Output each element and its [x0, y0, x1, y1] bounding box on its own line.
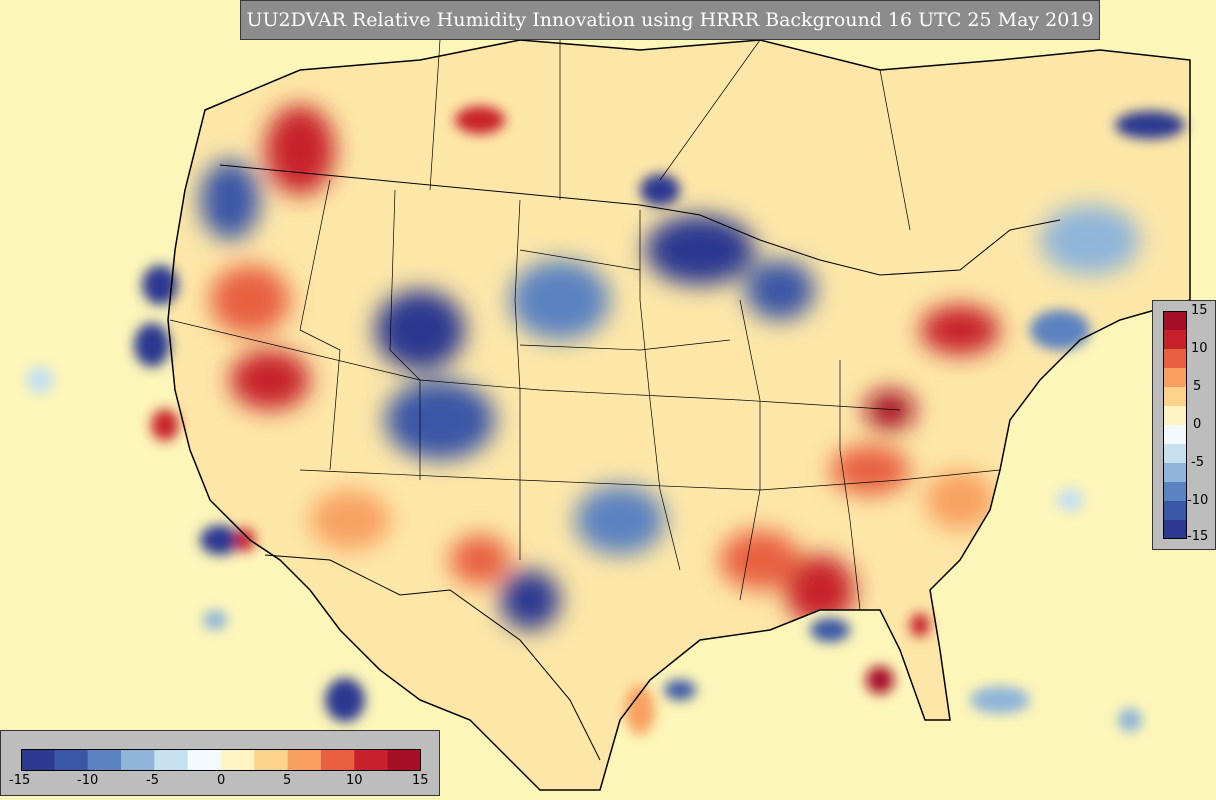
vbar-color-5: [1163, 406, 1187, 426]
boundaries: [167, 39, 1191, 791]
state-line-9: [519, 249, 731, 351]
vbar-color-10: [1163, 501, 1187, 521]
state-line-5: [169, 319, 901, 411]
hbar-color-6: [221, 749, 255, 771]
vbar-tick-7: -15: [1187, 529, 1209, 544]
state-line-1: [299, 179, 341, 471]
vbar-tick-1: 15: [1191, 303, 1208, 318]
vbar-color-0: [1163, 311, 1187, 331]
hbar-tick-2: -10: [77, 773, 99, 788]
state-line-3: [514, 199, 521, 560]
hbar-color-9: [321, 749, 355, 771]
state-line-8: [839, 360, 861, 611]
colorbar-vertical: 15 10 5 0 -5 -10 -15: [1152, 300, 1216, 550]
us-mexico-border: [264, 554, 601, 761]
vbar-color-2: [1163, 349, 1187, 369]
hbar-tick-7: 15: [412, 773, 429, 788]
vbar-color-6: [1163, 425, 1187, 445]
hbar-color-8: [287, 749, 322, 771]
vbar-tick-6: -10: [1187, 493, 1209, 508]
hbar-color-3: [121, 749, 155, 771]
vbar-color-11: [1163, 520, 1187, 539]
hbar-color-0: [21, 749, 55, 771]
state-line-2: [389, 189, 421, 480]
hbar-color-10: [354, 749, 389, 771]
ocean-anomalies: [26, 106, 1185, 735]
colorbar-vertical-ramp: [1163, 311, 1187, 539]
us-canada-border: [219, 164, 1061, 276]
hbar-tick-1: -15: [9, 773, 31, 788]
hbar-tick-6: 10: [346, 773, 363, 788]
vbar-color-4: [1163, 387, 1187, 407]
vbar-tick-2: 10: [1191, 341, 1208, 356]
state-line-7: [739, 299, 761, 601]
hbar-color-1: [54, 749, 89, 771]
colorbar-horizontal-ramp: [21, 749, 421, 771]
vbar-color-8: [1163, 463, 1187, 483]
anomaly-field: [200, 105, 1140, 630]
vbar-color-3: [1163, 368, 1187, 388]
colorbar-horizontal: -15 -10 -5 0 5 10 15: [0, 730, 440, 796]
vbar-tick-4: 0: [1193, 417, 1202, 432]
vbar-color-7: [1163, 444, 1187, 464]
hbar-tick-3: -5: [146, 773, 159, 788]
vbar-tick-5: -5: [1191, 455, 1204, 470]
vbar-outline: [1163, 311, 1187, 539]
map-title: UU2DVAR Relative Humidity Innovation usi…: [240, 0, 1100, 40]
hbar-tick-5: 5: [283, 773, 292, 788]
hbar-color-2: [87, 749, 122, 771]
vbar-tick-3: 5: [1193, 379, 1202, 394]
vbar-color-9: [1163, 482, 1187, 502]
vbar-color-1: [1163, 330, 1187, 350]
hbar-outline: [21, 749, 421, 771]
hbar-color-4: [154, 749, 189, 771]
hbar-color-11: [387, 749, 421, 771]
hbar-tick-4: 0: [217, 773, 226, 788]
canada-provinces: [429, 39, 911, 231]
hbar-color-5: [187, 749, 222, 771]
hbar-color-7: [254, 749, 289, 771]
